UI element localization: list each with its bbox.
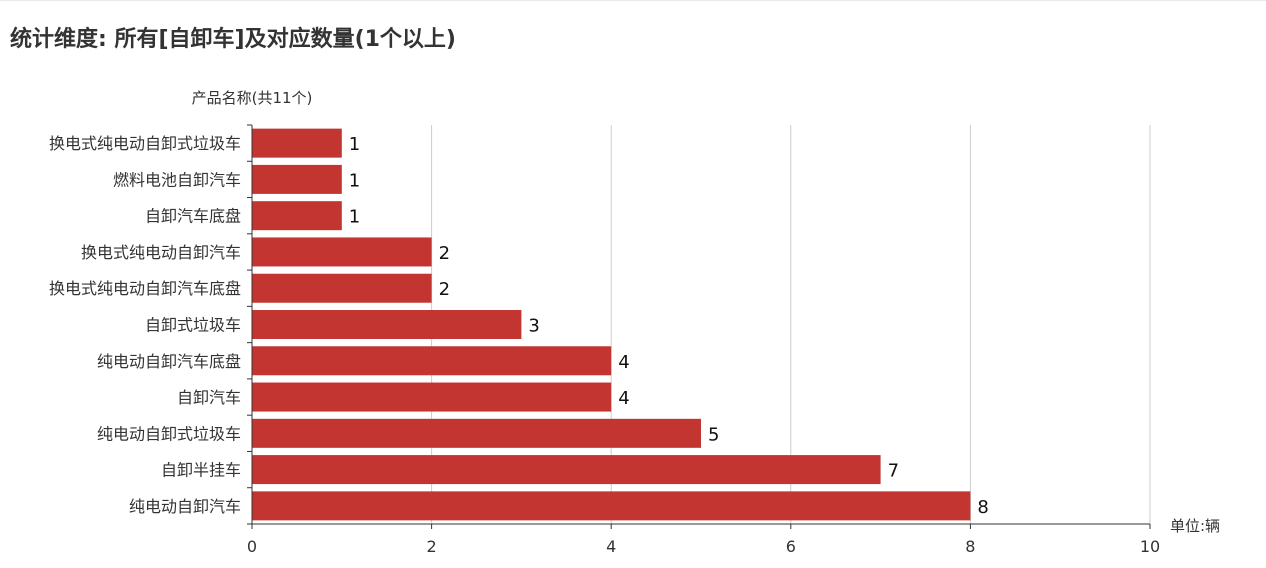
bar [252,491,971,521]
bars: 1 1 1 2 2 3 4 4 5 7 8 [252,128,989,521]
bar [252,382,612,412]
bar [252,455,881,485]
x-tick-label: 8 [965,537,975,556]
bar [252,310,522,339]
value-label: 1 [349,134,360,155]
category-label: 纯电动自卸汽车 [129,497,241,516]
bar [252,346,612,376]
value-label: 2 [439,279,450,300]
bar [252,201,342,231]
value-label: 1 [349,207,360,228]
value-label: 1 [349,170,360,191]
category-label: 自卸汽车 [177,388,241,407]
bar [252,418,701,448]
value-label: 2 [439,243,450,264]
value-label: 3 [528,316,539,337]
bar [252,128,342,158]
bar [252,237,432,267]
category-label: 自卸式垃圾车 [145,316,241,335]
x-axis-name: 单位:辆 [1170,517,1220,535]
category-label: 燃料电池自卸汽车 [113,170,241,189]
y-axis-name: 产品名称(共11个) [192,89,313,107]
category-label: 换电式纯电动自卸式垃圾车 [49,134,241,153]
axes: 0 2 4 6 8 10 换电式纯电动自卸式垃圾车燃料电池自卸汽车自卸汽车底盘换电式纯电动自… [49,124,1160,556]
chart-title: 统计维度: 所有[自卸车]及对应数量(1个以上) [10,27,456,52]
value-label: 5 [708,424,719,445]
x-tick-label: 4 [606,537,616,556]
category-label: 纯电动自卸式垃圾车 [97,424,241,443]
x-tick-label: 10 [1140,537,1160,556]
bar [252,273,432,303]
category-label: 自卸半挂车 [161,461,241,480]
value-label: 4 [618,388,629,409]
x-tick-label: 0 [247,537,257,556]
category-label: 换电式纯电动自卸汽车底盘 [49,279,241,298]
bar [252,164,342,194]
value-label: 8 [977,497,988,518]
x-tick-label: 2 [427,537,437,556]
category-label: 自卸汽车底盘 [145,207,241,226]
value-label: 7 [888,461,899,482]
category-label: 换电式纯电动自卸汽车 [81,243,241,262]
x-tick-label: 6 [786,537,796,556]
value-label: 4 [618,352,629,373]
category-label: 纯电动自卸汽车底盘 [97,352,241,371]
